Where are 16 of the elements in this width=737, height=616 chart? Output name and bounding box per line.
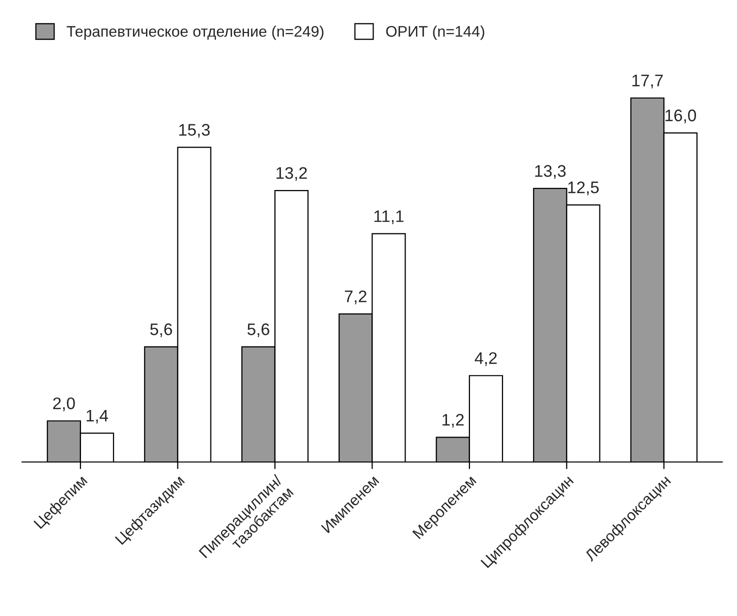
data-label: 4,2 bbox=[474, 352, 497, 366]
data-label: 16,0 bbox=[666, 110, 696, 124]
data-label: 7,2 bbox=[344, 290, 366, 304]
data-label: 1,4 bbox=[86, 410, 108, 424]
data-label: 13,3 bbox=[535, 165, 566, 179]
legend-label: Терапевтическое отделение (n=249) bbox=[66, 26, 324, 40]
data-label: 12,5 bbox=[568, 182, 599, 196]
data-label: 17,7 bbox=[632, 74, 663, 88]
data-label: 5,6 bbox=[150, 323, 172, 338]
data-label: 1,2 bbox=[442, 414, 464, 428]
data-label: 15,3 bbox=[179, 124, 210, 138]
data-label: 13,2 bbox=[276, 167, 307, 181]
data-label: 11,1 bbox=[374, 210, 404, 224]
legend-label: ОРИТ (n=144) bbox=[386, 26, 484, 40]
data-label: 5,6 bbox=[247, 323, 270, 338]
data-label: 2,0 bbox=[53, 397, 75, 412]
